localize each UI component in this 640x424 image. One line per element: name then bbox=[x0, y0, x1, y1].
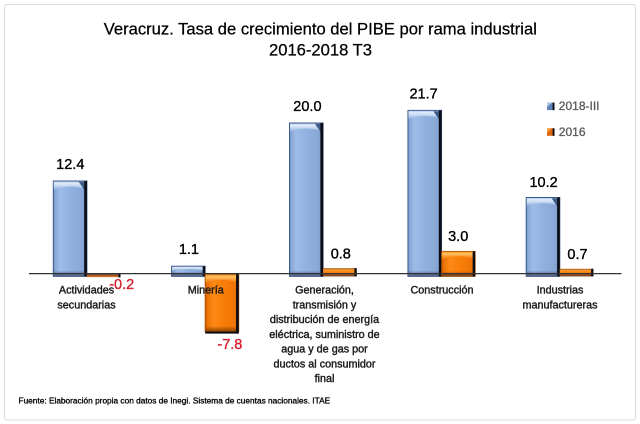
svg-text:20.0: 20.0 bbox=[293, 99, 321, 115]
svg-text:Actividades: Actividades bbox=[59, 285, 115, 297]
svg-text:Generación,: Generación, bbox=[295, 285, 354, 297]
svg-text:distribución de energía: distribución de energía bbox=[270, 314, 379, 326]
svg-text:Veracruz. Tasa de crecimiento: Veracruz. Tasa de crecimiento del PIBE p… bbox=[104, 20, 537, 39]
svg-text:Construcción: Construcción bbox=[410, 285, 473, 297]
svg-text:0.7: 0.7 bbox=[567, 247, 587, 263]
svg-text:0.8: 0.8 bbox=[331, 247, 351, 263]
svg-text:1.1: 1.1 bbox=[179, 242, 199, 258]
svg-text:Fuente: Elaboración propia con: Fuente: Elaboración propia con datos de … bbox=[19, 395, 331, 405]
svg-text:transmisión y: transmisión y bbox=[293, 299, 357, 311]
svg-text:secundarias: secundarias bbox=[57, 299, 116, 311]
svg-text:-7.8: -7.8 bbox=[217, 337, 242, 353]
svg-text:Minería: Minería bbox=[188, 285, 224, 297]
svg-text:final: final bbox=[315, 373, 335, 385]
svg-text:3.0: 3.0 bbox=[448, 229, 468, 245]
svg-text:2016: 2016 bbox=[559, 125, 586, 139]
svg-text:Industrias: Industrias bbox=[537, 285, 584, 297]
svg-text:10.2: 10.2 bbox=[529, 175, 557, 191]
svg-text:-0.2: -0.2 bbox=[109, 277, 134, 293]
svg-text:2016-2018 T3: 2016-2018 T3 bbox=[269, 40, 372, 59]
svg-text:eléctrica, suministro de: eléctrica, suministro de bbox=[269, 329, 379, 341]
svg-text:21.7: 21.7 bbox=[409, 87, 437, 103]
svg-text:2018-III: 2018-III bbox=[559, 99, 600, 113]
svg-text:ductos al consumidor: ductos al consumidor bbox=[273, 358, 375, 370]
svg-text:manufactureras: manufactureras bbox=[522, 299, 598, 311]
svg-text:agua y de gas por: agua y de gas por bbox=[281, 344, 368, 356]
svg-text:12.4: 12.4 bbox=[56, 157, 84, 173]
